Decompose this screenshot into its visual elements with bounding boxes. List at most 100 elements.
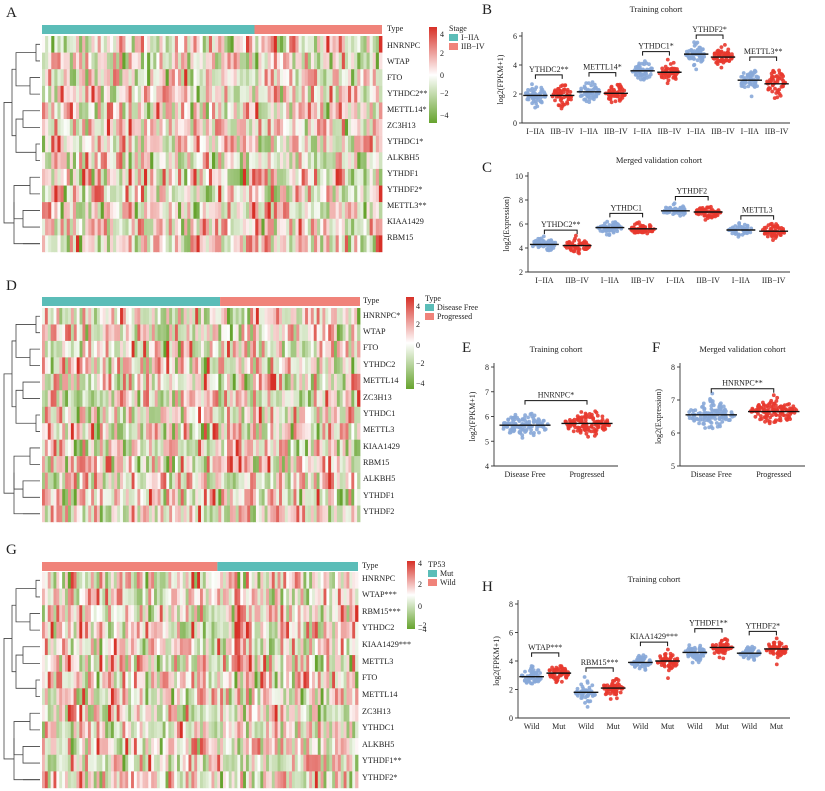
heatmap-cell: [56, 472, 60, 490]
heatmap-cell: [190, 168, 194, 186]
heatmap-cell: [276, 235, 281, 253]
heatmap-cell: [220, 771, 224, 789]
heatmap-cell: [85, 373, 89, 391]
heatmap-cell: [307, 406, 312, 424]
heatmap-cell: [199, 135, 204, 153]
heatmap-cell: [307, 489, 312, 506]
heatmap-cell: [208, 754, 212, 772]
heatmap-cell: [162, 771, 166, 789]
heatmap-cell: [57, 36, 61, 53]
heatmap-cell: [60, 102, 65, 120]
heatmap-cell: [94, 185, 99, 203]
legend-title: Stage: [449, 24, 467, 33]
heatmap-cell: [344, 119, 349, 136]
heatmap-cell: [131, 218, 136, 236]
heatmap-cell: [76, 340, 80, 358]
data-point: [589, 83, 594, 88]
heatmap-cell: [255, 373, 260, 391]
heatmap-cell: [300, 605, 304, 623]
heatmap-cell: [348, 505, 352, 523]
heatmap-cell: [48, 119, 52, 136]
heatmap-cell: [156, 69, 160, 87]
heatmap-cell: [59, 721, 63, 739]
heatmap-cell: [244, 324, 248, 342]
heatmap-cell: [313, 439, 318, 457]
heatmap-cell: [59, 754, 63, 772]
heatmap-cell: [273, 36, 278, 53]
heatmap-cell: [202, 36, 207, 53]
heatmap-cell: [276, 423, 280, 440]
heatmap-cell: [351, 423, 355, 440]
heatmap-cell: [258, 202, 262, 219]
heatmap-cell: [189, 439, 193, 457]
heatmap-cell: [165, 218, 170, 236]
heatmap-cell: [140, 406, 144, 424]
heatmap-cell: [145, 754, 149, 772]
data-point: [660, 66, 665, 71]
heatmap-cell: [351, 202, 355, 219]
heatmap-cell: [147, 185, 151, 203]
heatmap-cell: [302, 472, 306, 490]
heatmap-cell: [322, 423, 326, 440]
heatmap-cell: [99, 357, 104, 375]
heatmap-cell: [323, 754, 327, 772]
heatmap-cell: [44, 572, 49, 589]
heatmap-cell: [122, 638, 126, 656]
heatmap-cell: [128, 119, 133, 136]
heatmap-cell: [45, 235, 49, 253]
heatmap-cell: [174, 406, 179, 424]
heatmap-cell: [136, 671, 141, 689]
heatmap-cell: [331, 324, 335, 342]
heatmap-cell: [119, 605, 123, 623]
heatmap-cell: [72, 168, 77, 186]
heatmap-cell: [145, 688, 149, 706]
heatmap-cell: [307, 357, 312, 375]
heatmap-cell: [105, 456, 109, 473]
heatmap-cell: [65, 324, 69, 342]
heatmap-cell: [171, 119, 176, 136]
heatmap-cell: [96, 406, 101, 424]
heatmap-cell: [128, 754, 132, 772]
heatmap-cell: [64, 738, 69, 755]
heatmap-cell: [239, 185, 244, 203]
heatmap-cell: [317, 102, 321, 120]
heatmap-cell: [76, 671, 80, 689]
heatmap-cell: [260, 605, 264, 623]
heatmap-cell: [197, 655, 201, 672]
heatmap-cell: [91, 505, 95, 523]
heatmap-cell: [283, 235, 287, 253]
heatmap-cell: [313, 456, 318, 473]
heatmap-cell: [131, 102, 136, 120]
heatmap-cell: [238, 406, 242, 424]
heatmap-cell: [202, 704, 207, 722]
heatmap-cell: [90, 721, 95, 739]
y-tick-label: 2: [513, 90, 517, 99]
heatmap-cell: [261, 357, 265, 375]
heatmap-cell: [258, 119, 262, 136]
heatmap-cell: [338, 119, 343, 136]
heatmap-cell: [188, 754, 192, 772]
scale-tick: 0: [440, 71, 444, 80]
heatmap-cell: [331, 423, 335, 440]
heatmap-cell: [352, 621, 356, 639]
heatmap-cell: [342, 324, 346, 342]
heatmap-cell: [189, 489, 193, 506]
heatmap-cell: [106, 152, 111, 170]
heatmap-cell: [156, 605, 161, 623]
heatmap-cell: [177, 423, 182, 440]
heatmap-cell: [329, 655, 333, 672]
heatmap-cell: [237, 771, 241, 789]
heatmap-cell: [165, 754, 169, 772]
heatmap-cell: [156, 119, 160, 136]
heatmap-cell: [276, 218, 281, 236]
heatmap-cell: [351, 152, 355, 170]
heatmap-cell: [348, 423, 352, 440]
heatmap-cell: [184, 102, 188, 120]
heatmap-cell: [289, 52, 293, 70]
heatmap-cell: [286, 655, 290, 672]
heatmap-cell: [372, 69, 377, 87]
heatmap-cell: [134, 218, 139, 236]
dendrogram-branch: [22, 746, 40, 764]
heatmap-cell: [302, 324, 306, 342]
heatmap-cell: [91, 168, 95, 186]
